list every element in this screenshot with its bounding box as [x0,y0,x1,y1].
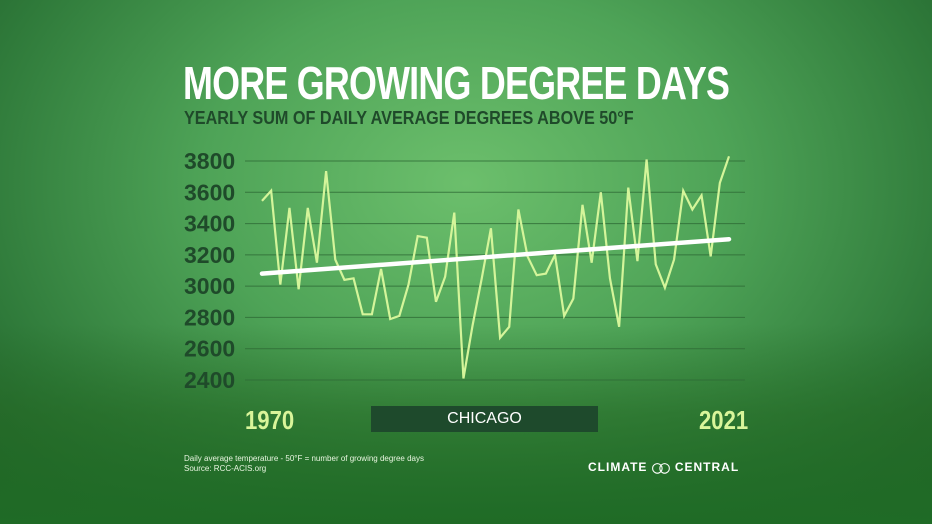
y-tick-label: 3400 [184,211,235,237]
logo-word: CENTRAL [666,460,740,474]
footer-note: Daily average temperature - 50°F = numbe… [184,454,424,463]
chart-subtitle: YEARLY SUM OF DAILY AVERAGE DEGREES ABOV… [184,108,634,128]
y-tick-label: 3800 [184,148,235,174]
x-start-label: 1970 [245,405,295,435]
y-tick-label: 3000 [184,273,235,299]
y-tick-label: 3200 [184,242,235,268]
y-tick-label: 2400 [184,367,235,393]
logo-word: CLIMATE [588,460,652,474]
y-tick-label: 2800 [184,304,235,330]
y-tick-label: 3600 [184,179,235,205]
footer-notes: Daily average temperature - 50°F = numbe… [184,454,424,474]
climate-central-logo: CLIMATE ◯◯ CENTRAL [588,460,739,474]
chart-title: MORE GROWING DEGREE DAYS [183,57,730,109]
x-end-label: 2021 [699,405,749,435]
logo-rings-icon: ◯◯ [651,463,671,474]
trend-line [259,236,732,276]
footer-source: Source: RCC-ACIS.org [184,464,267,473]
y-tick-label: 2600 [184,336,235,362]
location-label: CHICAGO [371,406,598,432]
logo-text: CLIMATE ◯◯ CENTRAL [588,460,739,474]
